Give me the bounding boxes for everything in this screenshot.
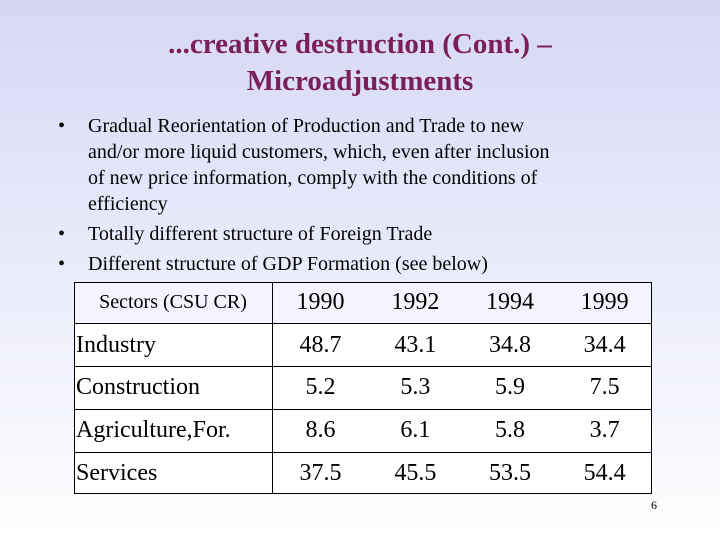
table-cell-value: 5.2 <box>272 366 369 410</box>
table-cell-value: 6.1 <box>368 409 463 453</box>
bullet-marker: • <box>58 115 66 137</box>
page-number: 6 <box>651 498 657 512</box>
bullet-item: • Different structure of GDP Formation (… <box>58 251 678 277</box>
table-cell-sector: Industry <box>74 323 273 368</box>
table-row: Industry 48.7 43.1 34.8 34.4 <box>74 323 652 368</box>
table-row: Services 37.5 45.5 53.5 54.4 <box>74 452 652 494</box>
table-row: Construction 5.2 5.3 5.9 7.5 <box>74 366 652 410</box>
bullet-text-line: of new price information, comply with th… <box>88 167 538 189</box>
table-header-row: Sectors (CSU CR) 1990 1992 1994 1999 <box>74 282 652 325</box>
bullet-text-line: Different structure of GDP Formation (se… <box>88 253 488 275</box>
table-row: Agriculture,For. 8.6 6.1 5.8 3.7 <box>74 409 652 453</box>
table-cell-value: 53.5 <box>489 459 532 486</box>
table-cell-value: 54.4 <box>583 459 626 486</box>
bullet-list: • Gradual Reorientation of Production an… <box>58 113 678 281</box>
bullet-text-line: and/or more liquid customers, which, eve… <box>88 141 550 163</box>
table-cell-value: 5.9 <box>462 366 558 410</box>
table-cell-value: 45.5 <box>394 459 437 486</box>
table-cell-value: 34.4 <box>557 323 652 368</box>
table-cell-value: 8.6 <box>272 409 369 453</box>
table-header-sectors: Sectors (CSU CR) <box>74 282 273 325</box>
bullet-marker: • <box>58 253 66 275</box>
table-cell-value: 34.8 <box>462 323 558 368</box>
bullet-item: • Gradual Reorientation of Production an… <box>58 113 678 217</box>
gdp-structure-table: Sectors (CSU CR) 1990 1992 1994 1999 Ind… <box>74 282 652 494</box>
table-cell-value: 3.7 <box>557 409 652 453</box>
table-header-year: 1992 <box>368 282 463 325</box>
table-cell-sector: Construction <box>74 366 273 410</box>
table-cell-value: 43.1 <box>368 323 463 368</box>
table-header-year: 1999 <box>557 282 652 325</box>
bullet-text-line: Totally different structure of Foreign T… <box>88 223 433 245</box>
slide-title-line-2: Microadjustments <box>246 65 474 97</box>
table-header-year: 1994 <box>462 282 558 325</box>
table-header-year: 1990 <box>272 282 369 325</box>
table-cell-value: 5.8 <box>462 409 558 453</box>
table-cell-sector: Agriculture,For. <box>74 409 273 453</box>
table-cell-sector: Services <box>74 452 273 494</box>
slide-title: ...creative destruction (Cont.) – Microa… <box>0 26 720 100</box>
slide-title-line-1: ...creative destruction (Cont.) – <box>168 28 552 60</box>
gdp-structure-table-container: Sectors (CSU CR) 1990 1992 1994 1999 Ind… <box>74 282 652 494</box>
bullet-text-line: Gradual Reorientation of Production and … <box>88 115 525 137</box>
table-cell-value: 37.5 <box>299 459 342 486</box>
bullet-marker: • <box>58 223 66 245</box>
table-cell-value: 48.7 <box>272 323 369 368</box>
bullet-item: • Totally different structure of Foreign… <box>58 221 678 247</box>
bullet-text-line: efficiency <box>88 193 168 215</box>
table-cell-value: 7.5 <box>557 366 652 410</box>
table-cell-value: 5.3 <box>368 366 463 410</box>
